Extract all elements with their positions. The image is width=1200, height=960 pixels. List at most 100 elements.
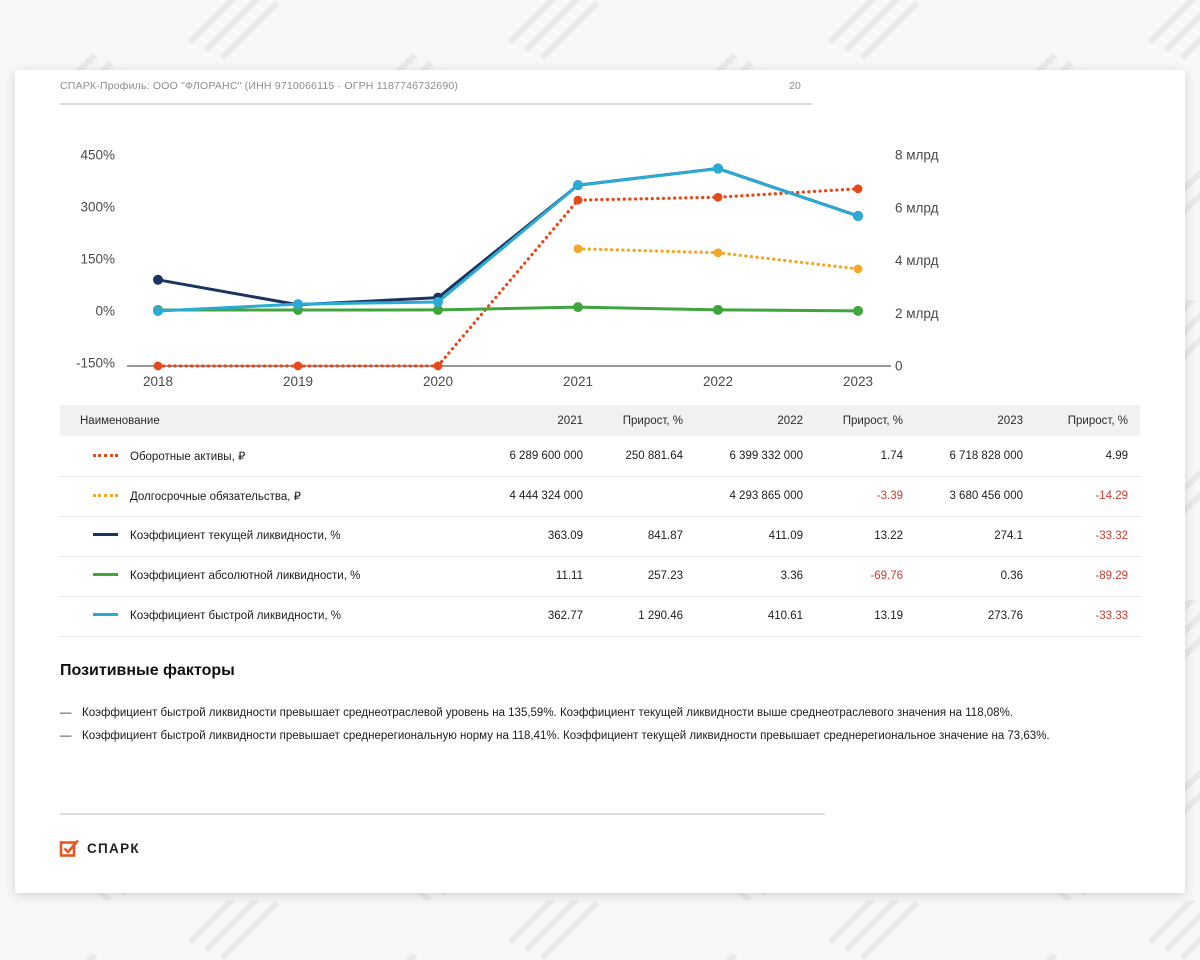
table-cell-name: Коэффициент абсолютной ликвидности, % (60, 556, 410, 596)
table-cell: 273.76 (987, 610, 1023, 622)
x-axis-tick: 2021 (563, 374, 593, 389)
liquidity-chart: 450% 300% 150% 0% -150% 8 млрд 6 млрд 4 млрд 2 м… (76, 148, 939, 390)
table-cell: 410.61 (767, 610, 803, 622)
table-cell: 4.99 (1105, 449, 1128, 462)
left-axis-tick: -150% (76, 356, 115, 371)
left-axis-tick: 150% (80, 252, 115, 267)
table-cell: -69.76 (870, 570, 903, 582)
series-point (153, 274, 163, 285)
table-cell: -33.33 (1095, 610, 1128, 622)
table-header-cell: Прирост, % (1067, 414, 1128, 427)
series-point (293, 361, 303, 371)
series-point (713, 192, 723, 202)
spark-logo-text: СПАРК (87, 840, 140, 856)
table-cell: 250 881.64 (625, 449, 683, 462)
series-point (713, 163, 723, 174)
series-point (853, 184, 863, 194)
series-line (157, 167, 859, 313)
factor-item: — Коэффициент быстрой ликвидности превыш… (60, 729, 1090, 743)
x-axis-tick: 2018 (143, 374, 173, 389)
positive-factors-list: — Коэффициент быстрой ликвидности превыш… (60, 706, 1090, 752)
right-axis-tick: 6 млрд (895, 200, 939, 215)
spark-checkbox-icon (59, 839, 79, 857)
right-axis-tick: 8 млрд (895, 148, 939, 163)
x-axis-tick: 2020 (423, 374, 453, 389)
table-cell: 1.74 (880, 449, 903, 462)
metrics-table-wrap: Наименование 2021 Прирост, % 2022 Прирост, %… (60, 405, 1140, 637)
table-cell: 13.22 (874, 530, 903, 542)
bullet-dash: — (60, 730, 72, 742)
table-cell: 6 399 332 000 (729, 449, 803, 462)
series-point (433, 304, 443, 315)
table-cell: 841.87 (647, 530, 683, 542)
series-point (853, 305, 863, 316)
report-page: СПАРК-Профиль: ООО "ФЛОРАНС" (ИНН 971006… (15, 70, 1185, 893)
series-label: Долгосрочные обязательства, ₽ (130, 491, 301, 503)
series-label: Коэффициент абсолютной ликвидности, % (130, 570, 361, 582)
table-cell: 13.19 (874, 610, 903, 622)
table-header-cell: Прирост, % (622, 414, 683, 427)
table-row: Коэффициент текущей ликвидности, % 363.09… (60, 516, 1140, 556)
table-cell: -33.32 (1095, 530, 1128, 542)
table-header-cell: 2023 (997, 414, 1023, 427)
series-point (433, 361, 443, 371)
footer-divider (60, 813, 825, 815)
header-divider (60, 103, 812, 105)
spark-logo: СПАРК (59, 838, 140, 858)
series-swatch (93, 613, 118, 617)
table-cell-name: Коэффициент текущей ликвидности, % (60, 516, 410, 556)
right-axis-tick: 4 млрд (895, 253, 939, 268)
series-label: Коэффициент быстрой ликвидности, % (130, 610, 342, 622)
page-number: 20 (789, 80, 801, 92)
series-label: Коэффициент текущей ликвидности, % (130, 530, 341, 542)
table-header-row: Наименование 2021 Прирост, % 2022 Прирост, %… (60, 405, 1140, 436)
table-cell (595, 476, 695, 516)
table-cell-name: Коэффициент быстрой ликвидности, % (60, 596, 410, 636)
table-cell: 0.36 (1000, 570, 1023, 582)
table-cell: 11.11 (555, 570, 583, 582)
series-point (573, 195, 583, 205)
bullet-dash: — (60, 707, 72, 719)
series-point (153, 306, 163, 316)
series-line (158, 305, 859, 313)
series-point (853, 211, 863, 222)
series-point (153, 361, 163, 371)
table-cell-name: Долгосрочные обязательства, ₽ (60, 476, 410, 516)
series-swatch (93, 573, 118, 577)
table-cell: 6 289 600 000 (509, 449, 583, 462)
x-axis-tick: 2019 (283, 374, 313, 389)
x-axis-tick: 2023 (843, 374, 873, 389)
left-axis-tick: 450% (80, 148, 115, 163)
series-point (853, 264, 863, 274)
table-row: Коэффициент абсолютной ликвидности, % 11.… (60, 556, 1140, 596)
series-point (433, 296, 443, 307)
table-cell: -89.29 (1095, 570, 1128, 582)
table-header-cell: Прирост, % (842, 414, 903, 427)
series-point (713, 248, 723, 258)
metrics-table: Наименование 2021 Прирост, % 2022 Прирост, %… (60, 405, 1140, 637)
positive-factors-title: Позитивные факторы (60, 662, 235, 679)
series-point (573, 244, 583, 254)
table-cell: 1 290.46 (638, 610, 683, 622)
report-header-title: СПАРК-Профиль: ООО "ФЛОРАНС" (ИНН 971006… (60, 80, 459, 92)
table-cell: -14.29 (1095, 490, 1128, 502)
table-cell: 4 293 865 000 (729, 490, 803, 502)
table-cell: 274.1 (994, 530, 1023, 542)
table-cell-name: Оборотные активы, ₽ (60, 436, 410, 476)
factor-text: Коэффициент быстрой ликвидности превышае… (82, 730, 1050, 742)
left-axis-tick: 300% (80, 200, 115, 215)
table-header-cell: 2022 (777, 414, 803, 427)
table-header-cell: Наименование (80, 414, 160, 427)
series-point (573, 302, 583, 313)
series-line (156, 187, 860, 368)
right-axis-tick: 0 (895, 359, 903, 374)
factor-item: — Коэффициент быстрой ликвидности превыш… (60, 706, 1090, 720)
table-row: Оборотные активы, ₽ 6 289 600 000 250 881.… (60, 436, 1140, 476)
series-swatch (93, 494, 118, 498)
factor-text: Коэффициент быстрой ликвидности превышае… (82, 707, 1013, 719)
x-axis-tick: 2022 (703, 374, 733, 389)
series-point (293, 299, 303, 310)
series-swatch (93, 533, 118, 537)
table-cell: 6 718 828 000 (949, 449, 1023, 462)
table-row: Коэффициент быстрой ликвидности, % 362.77… (60, 596, 1140, 636)
